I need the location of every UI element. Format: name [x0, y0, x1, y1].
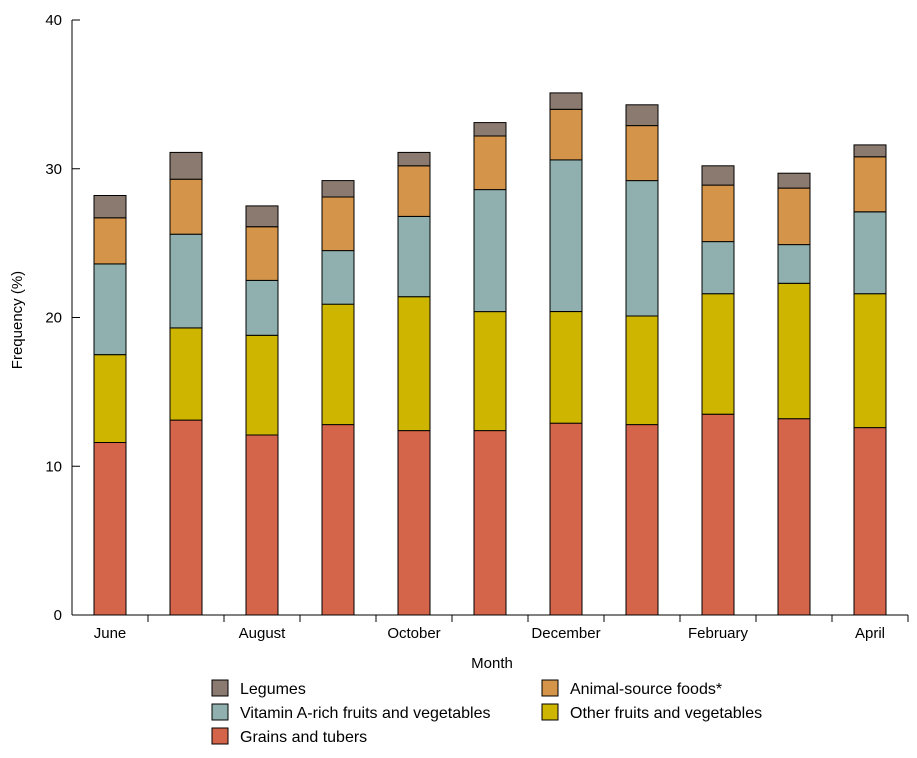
bar-segment [853, 293, 887, 429]
bar-segment [625, 424, 659, 616]
bar-segment [853, 427, 887, 616]
bar-segment [473, 135, 507, 191]
x-tick-label: April [855, 625, 885, 642]
bar-segment [245, 434, 279, 616]
bar-segment [549, 92, 583, 110]
bar-segment [245, 279, 279, 336]
bar-segment [169, 233, 203, 329]
bar-segment [245, 226, 279, 281]
bar-segment [701, 241, 735, 295]
legend-label: Grains and tubers [240, 729, 367, 746]
legend-swatch [541, 703, 559, 721]
bar-segment [701, 184, 735, 243]
bar-segment [473, 122, 507, 137]
bar-segment [245, 205, 279, 228]
bar-segment [701, 413, 735, 616]
bar-segment [777, 244, 811, 284]
bar-segment [397, 430, 431, 616]
y-axis-label: Frequency (%) [9, 271, 26, 369]
bar-segment [93, 442, 127, 616]
y-tick-label: 30 [45, 161, 62, 178]
legend-label: Vitamin A-rich fruits and vegetables [240, 705, 491, 722]
x-tick-label: October [387, 625, 440, 642]
bar-segment [169, 178, 203, 235]
legend-swatch [211, 679, 229, 697]
bar-segment [93, 354, 127, 444]
bar-segment [321, 180, 355, 198]
legend-swatch [541, 679, 559, 697]
bar-segment [169, 419, 203, 616]
bar-segment [777, 172, 811, 189]
bar-segment [853, 156, 887, 213]
bar-segment [397, 296, 431, 432]
bar-segment [397, 151, 431, 167]
bar-segment [321, 303, 355, 426]
bar-segment [93, 263, 127, 356]
bar-segment [473, 430, 507, 616]
bar-segment [549, 311, 583, 424]
bar-segment [625, 180, 659, 317]
legend-label: Legumes [240, 681, 306, 698]
bar-segment [169, 151, 203, 180]
bar-segment [321, 250, 355, 305]
y-tick-label: 40 [45, 12, 62, 29]
bar-segment [625, 125, 659, 182]
y-tick-label: 0 [54, 607, 62, 624]
bar-segment [777, 282, 811, 420]
bar-segment [473, 311, 507, 432]
y-tick-label: 20 [45, 310, 62, 327]
x-tick-label: December [531, 625, 600, 642]
legend-swatch [211, 703, 229, 721]
bar-segment [777, 187, 811, 246]
legend-label: Other fruits and vegetables [570, 705, 762, 722]
bar-segment [625, 315, 659, 426]
x-tick-label: June [94, 625, 127, 642]
bar-segment [549, 422, 583, 616]
bar-segment [853, 211, 887, 295]
bar-segment [625, 104, 659, 127]
bar-segment [701, 293, 735, 415]
bar-segment [701, 165, 735, 186]
bar-segment [473, 189, 507, 313]
x-tick-label: February [688, 625, 749, 642]
x-axis-label: Month [471, 655, 513, 672]
bar-segment [321, 424, 355, 616]
bar-segment [397, 215, 431, 298]
bar-segment [397, 165, 431, 217]
bar-segment [549, 159, 583, 312]
bar-segment [169, 327, 203, 421]
bar-segment [853, 144, 887, 158]
bar-segment [777, 418, 811, 616]
x-tick-label: August [239, 625, 287, 642]
legend-label: Animal-source foods* [570, 681, 722, 698]
bar-segment [549, 108, 583, 161]
bar-segment [321, 196, 355, 252]
legend-swatch [211, 727, 229, 745]
legend: Legumes Animal-source foods* Vitamin A-ric… [211, 679, 762, 746]
bar-segment [93, 195, 127, 219]
bar-segment [245, 334, 279, 436]
plot-area: 0 10 20 30 40 June August October December Februa… [45, 12, 909, 642]
y-tick-label: 10 [45, 458, 62, 475]
bar-segment [93, 217, 127, 265]
